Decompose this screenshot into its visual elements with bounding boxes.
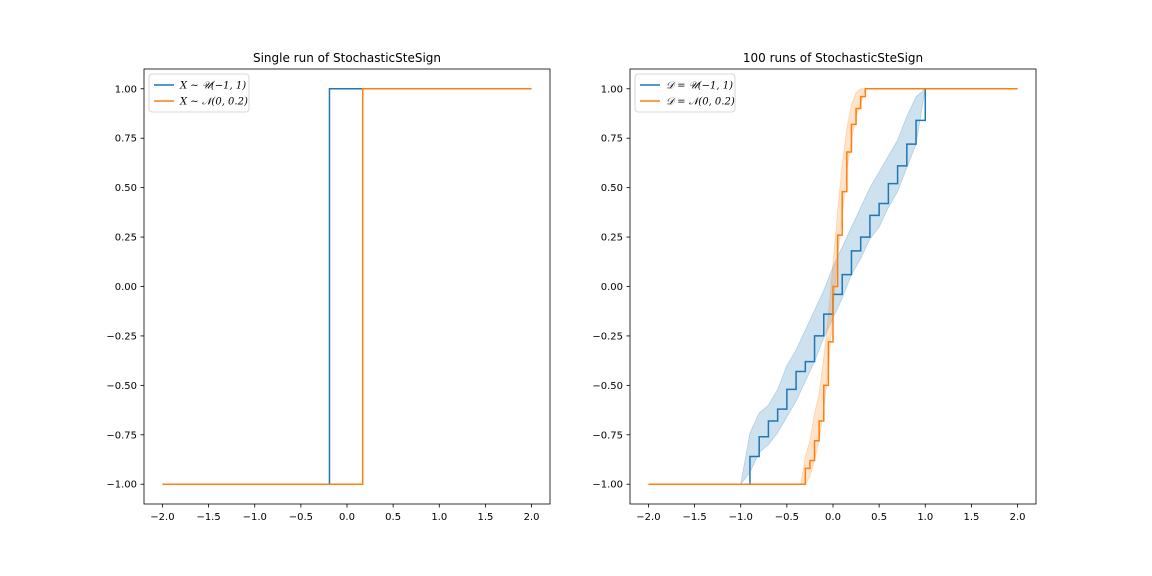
legend: X ∼ 𝒰(−1, 1) X ∼ 𝒩(0, 0.2) — [148, 73, 250, 113]
y-tick-label: 0.50 — [601, 183, 623, 194]
x-tick-label: −2.0 — [150, 512, 174, 523]
x-tick-label: 1.0 — [431, 512, 447, 523]
y-tick-label: 0.50 — [115, 183, 137, 194]
y-tick-label: 0.75 — [601, 134, 623, 145]
y-tick-label: 1.00 — [601, 84, 623, 95]
x-tick-label: 1.5 — [963, 512, 979, 523]
x-tick-label: −1.0 — [243, 512, 267, 523]
legend-label: 𝒟 = 𝒩(0, 0.2) — [666, 97, 735, 108]
y-tick-label: −1.00 — [106, 480, 137, 491]
x-tick-label: 1.0 — [917, 512, 933, 523]
y-tick-label: −0.50 — [592, 381, 623, 392]
y-tick-label: 0.25 — [115, 233, 137, 244]
x-tick-label: −1.5 — [196, 512, 220, 523]
y-tick-label: 1.00 — [115, 84, 137, 95]
y-tick-label: −0.25 — [106, 331, 137, 342]
chart-title: Single run of StochasticSteSign — [253, 51, 441, 65]
y-tick-label: 0.75 — [115, 134, 137, 145]
x-tick-label: 0.0 — [339, 512, 355, 523]
y-tick-label: 0.25 — [601, 233, 623, 244]
y-tick-label: −0.75 — [106, 430, 137, 441]
x-tick-label: 0.5 — [871, 512, 887, 523]
x-tick-label: 0.5 — [385, 512, 401, 523]
x-tick-label: 2.0 — [1010, 512, 1026, 523]
x-tick-label: 0.0 — [825, 512, 841, 523]
left-panel: Single run of StochasticSteSign −2.0 −1.5 −… — [106, 51, 551, 523]
legend-label: X ∼ 𝒰(−1, 1) — [179, 81, 246, 92]
axes-frame — [143, 68, 551, 505]
legend-box — [634, 73, 736, 113]
x-tick-label: 2.0 — [524, 512, 540, 523]
y-tick-label: −0.25 — [592, 331, 623, 342]
plot-area — [648, 88, 1018, 485]
series-line-1 — [648, 88, 1018, 485]
x-tick-label: −1.0 — [729, 512, 753, 523]
chart-title: 100 runs of StochasticSteSign — [743, 51, 923, 65]
y-tick-label: 0.00 — [601, 282, 623, 293]
legend-box — [148, 73, 250, 113]
x-tick-label: −2.0 — [636, 512, 660, 523]
series-line-0 — [162, 88, 532, 485]
y-tick-label: −0.75 — [592, 430, 623, 441]
legend-label: 𝒟 = 𝒰(−1, 1) — [666, 81, 733, 92]
series-line-1 — [162, 88, 532, 485]
legend: 𝒟 = 𝒰(−1, 1) 𝒟 = 𝒩(0, 0.2) — [634, 73, 736, 113]
y-tick-label: −0.50 — [106, 381, 137, 392]
legend-label: X ∼ 𝒩(0, 0.2) — [179, 97, 248, 108]
x-tick-label: −0.5 — [775, 512, 799, 523]
plot-area — [162, 88, 532, 485]
x-tick-label: 1.5 — [477, 512, 493, 523]
right-panel: 100 runs of StochasticSteSign −2.0 −1.5 −1.… — [592, 51, 1037, 523]
x-tick-label: −0.5 — [289, 512, 313, 523]
y-tick-label: 0.00 — [115, 282, 137, 293]
x-tick-label: −1.5 — [682, 512, 706, 523]
y-tick-label: −1.00 — [592, 480, 623, 491]
